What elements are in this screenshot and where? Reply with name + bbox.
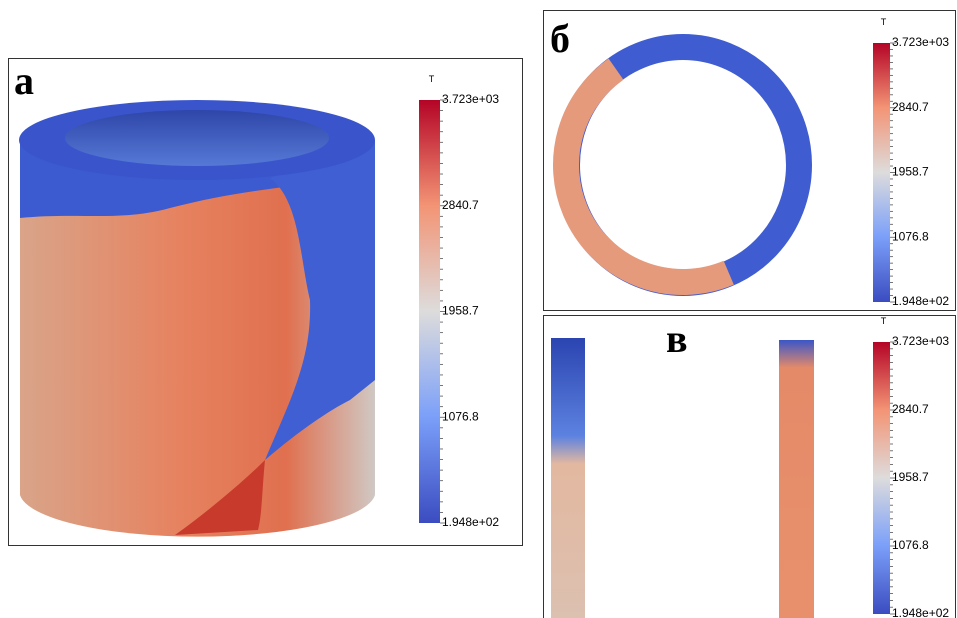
- panel-label: б: [550, 16, 570, 61]
- colorbar-tick-label: 1.948e+02: [892, 606, 949, 618]
- panel-c: в: [544, 316, 956, 618]
- colorbar-tick-label: 1076.8: [892, 229, 929, 243]
- panel-a: а: [9, 58, 523, 546]
- colorbar-tick-label: 2840.7: [892, 100, 929, 114]
- colorbar-tick-label: 2840.7: [892, 402, 929, 416]
- colorbar-tick-label: 1076.8: [892, 538, 929, 552]
- colorbar-tick-label: 2840.7: [442, 198, 479, 212]
- colorbar-tick-label: 3.723e+03: [892, 35, 949, 49]
- figure: а б в T 3.723e+03 2840.7 1958.7 1076.8 1.948e…: [0, 0, 957, 618]
- colorbar-tick-label: 1076.8: [442, 409, 479, 423]
- colorbar-tick-label: 1.948e+02: [442, 515, 499, 529]
- colorbar: [873, 342, 890, 614]
- wall-left: [551, 338, 585, 618]
- wall-right: [779, 340, 814, 618]
- colorbar: [873, 43, 890, 302]
- panel-frame: [544, 316, 956, 618]
- colorbar-title: T: [881, 17, 887, 27]
- colorbar-tick-label: 1958.7: [892, 470, 929, 484]
- panel-label: в: [666, 316, 688, 361]
- colorbar-tick-label: 1958.7: [442, 304, 479, 318]
- cylinder-hole: [65, 110, 329, 166]
- colorbar-tick-label: 1958.7: [892, 165, 929, 179]
- colorbar-tick-label: 3.723e+03: [892, 334, 949, 348]
- colorbar: [419, 100, 440, 523]
- colorbar-tick-label: 3.723e+03: [442, 92, 499, 106]
- colorbar-title: T: [429, 74, 435, 84]
- colorbar-title: T: [881, 316, 887, 326]
- panel-label: а: [14, 58, 34, 103]
- colorbar-tick-label: 1.948e+02: [892, 294, 949, 308]
